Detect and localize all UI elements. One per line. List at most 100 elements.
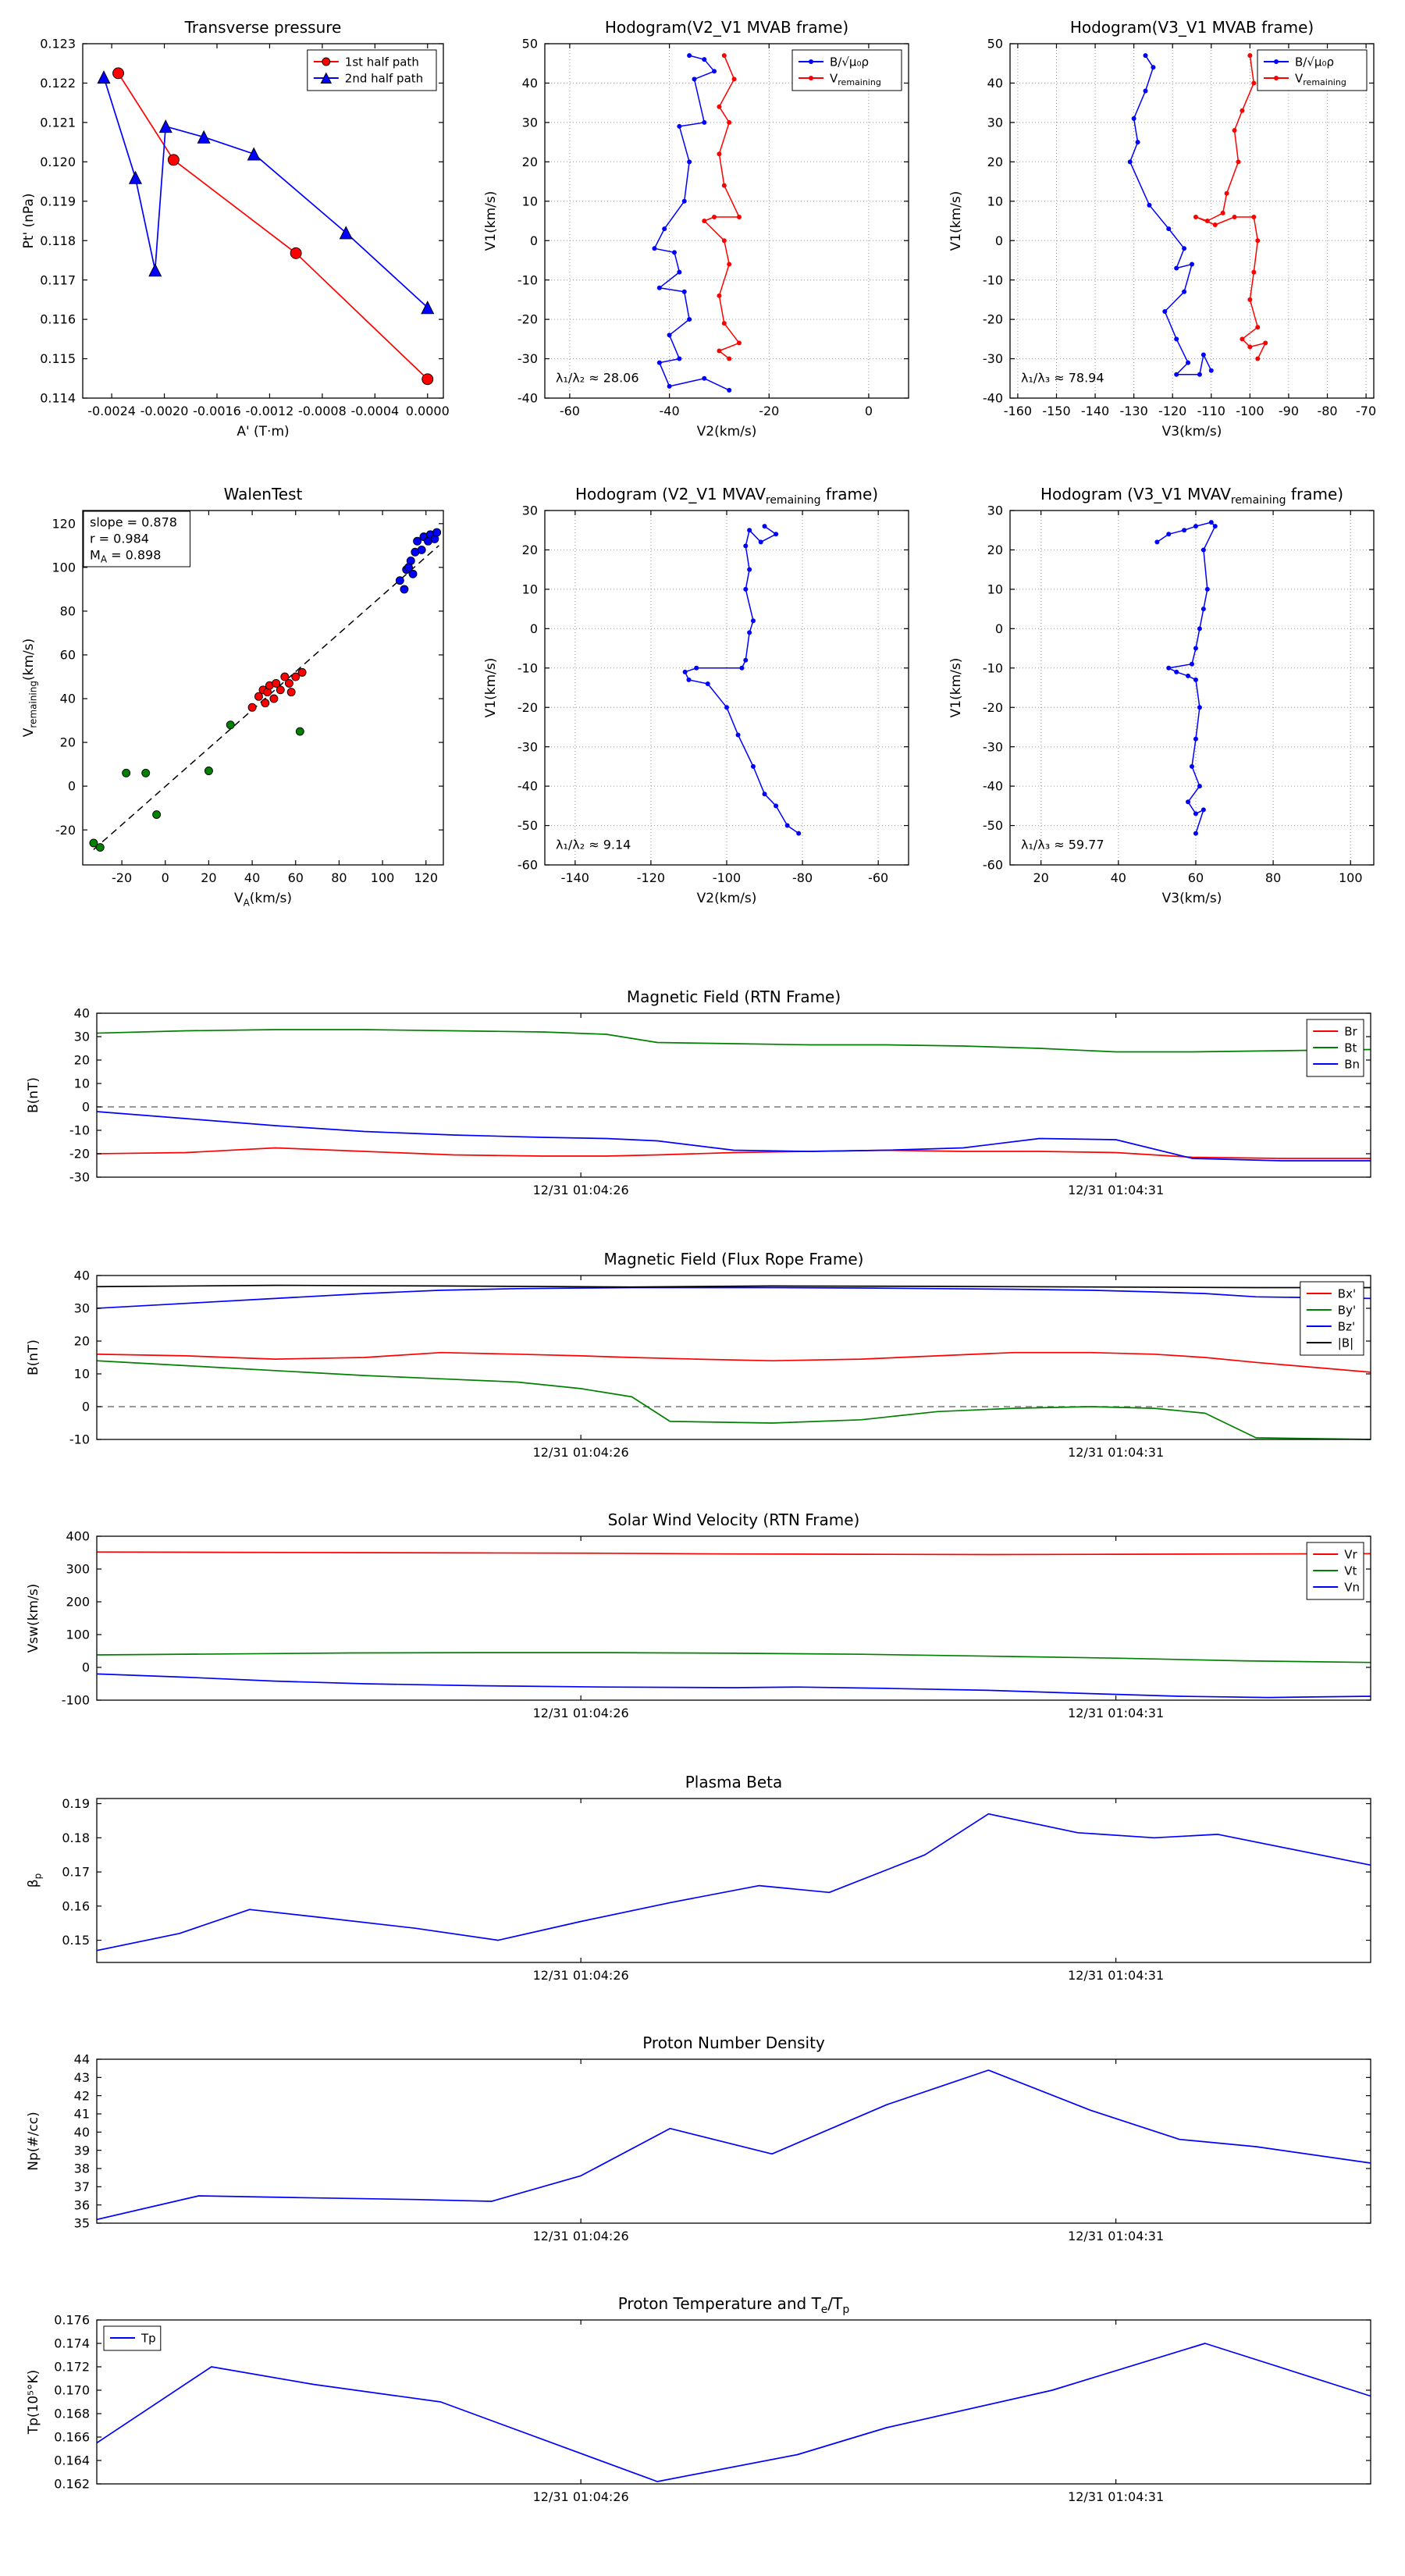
svg-text:-40: -40 (518, 391, 538, 406)
svg-text:V3(km/s): V3(km/s) (1162, 424, 1222, 439)
svg-text:120: 120 (52, 516, 76, 531)
svg-text:-30: -30 (518, 739, 538, 754)
svg-text:B(nT): B(nT) (26, 1340, 41, 1375)
svg-text:By': By' (1338, 1303, 1356, 1317)
svg-text:12/31 01:04:31: 12/31 01:04:31 (1068, 2489, 1164, 2504)
svg-text:30: 30 (522, 115, 538, 130)
svg-text:-130: -130 (1119, 404, 1147, 418)
svg-text:V1(km/s): V1(km/s) (483, 658, 499, 718)
svg-text:Hodogram (V3_V1 MVAVremaining: Hodogram (V3_V1 MVAVremaining frame) (1040, 485, 1343, 507)
svg-text:12/31 01:04:31: 12/31 01:04:31 (1068, 1445, 1164, 1460)
svg-text:V2(km/s): V2(km/s) (697, 891, 757, 906)
svg-text:-20: -20 (55, 823, 76, 838)
chart-hodogram-v3v1-mvab: -160 -150 -140 -130 -120 -110 -100 -90 -80 -70 -40… (944, 11, 1386, 448)
svg-text:10: 10 (74, 1076, 90, 1091)
svg-text:-20: -20 (759, 404, 779, 418)
svg-text:Bn: Bn (1344, 1057, 1360, 1071)
svg-text:-40: -40 (983, 779, 1003, 794)
svg-text:40: 40 (74, 1006, 90, 1021)
svg-text:A' (T·m): A' (T·m) (237, 424, 289, 439)
svg-text:-60: -60 (868, 870, 888, 885)
svg-text:Proton Temperature and Te/Tp: Proton Temperature and Te/Tp (618, 2294, 850, 2316)
chart-proton-temperature: 12/31 01:04:26 12/31 01:04:31 0.162 0.164 0.… (22, 2289, 1383, 2520)
svg-text:100: 100 (371, 870, 395, 885)
svg-text:12/31 01:04:26: 12/31 01:04:26 (533, 1706, 629, 1720)
svg-text:slope = 0.878: slope = 0.878 (90, 515, 177, 530)
svg-text:V1(km/s): V1(km/s) (948, 658, 964, 718)
svg-text:0.168: 0.168 (54, 2407, 90, 2421)
svg-text:40: 40 (74, 1268, 90, 1283)
svg-text:20: 20 (987, 543, 1003, 557)
svg-text:B(nT): B(nT) (26, 1077, 41, 1113)
svg-text:0.15: 0.15 (62, 1933, 90, 1948)
svg-text:-40: -40 (660, 404, 680, 418)
svg-text:-150: -150 (1042, 404, 1070, 418)
svg-text:20: 20 (60, 735, 76, 750)
svg-text:λ₁/λ₂ ≈ 9.14: λ₁/λ₂ ≈ 9.14 (556, 838, 631, 852)
svg-text:40: 40 (74, 2125, 90, 2140)
chart-solar-wind-velocity: 12/31 01:04:26 12/31 01:04:31 -100 0 100 200 3… (22, 1505, 1383, 1736)
svg-text:-110: -110 (1197, 404, 1225, 418)
svg-text:0.18: 0.18 (62, 1831, 90, 1845)
svg-text:0.123: 0.123 (40, 37, 76, 52)
svg-text:40: 40 (522, 76, 538, 91)
svg-text:0: 0 (865, 404, 873, 418)
svg-text:100: 100 (52, 560, 76, 575)
svg-text:Br: Br (1344, 1024, 1357, 1038)
svg-text:200: 200 (66, 1595, 90, 1610)
svg-text:-60: -60 (518, 858, 538, 873)
svg-text:r = 0.984: r = 0.984 (90, 532, 149, 546)
svg-text:0: 0 (162, 870, 169, 885)
svg-text:44: 44 (74, 2052, 90, 2067)
svg-text:0: 0 (82, 1400, 90, 1414)
svg-text:Hodogram (V2_V1 MVAVremaining: Hodogram (V2_V1 MVAVremaining frame) (575, 485, 878, 507)
svg-text:35: 35 (74, 2216, 90, 2231)
svg-text:-30: -30 (69, 1170, 90, 1185)
svg-text:-100: -100 (713, 870, 741, 885)
svg-text:Vn: Vn (1344, 1580, 1360, 1594)
svg-text:0: 0 (995, 233, 1003, 248)
svg-text:Vremaining: Vremaining (830, 71, 881, 87)
svg-text:-10: -10 (69, 1123, 90, 1138)
svg-text:-20: -20 (69, 1147, 90, 1162)
chart-plasma-beta: 12/31 01:04:26 12/31 01:04:31 0.15 0.16 0.17… (22, 1767, 1383, 1998)
chart-hodogram-v3v1-mvav-remaining: 20 40 60 80 100 -60 -50 -40 -30 -20 -10 0 10 20 30 Hodo… (944, 478, 1386, 915)
svg-text:0.16: 0.16 (62, 1898, 90, 1913)
svg-text:-0.0016: -0.0016 (193, 404, 241, 418)
svg-text:-70: -70 (1356, 404, 1376, 418)
svg-text:0.164: 0.164 (54, 2453, 90, 2468)
svg-text:-120: -120 (1158, 404, 1186, 418)
svg-text:λ₁/λ₃ ≈ 59.77: λ₁/λ₃ ≈ 59.77 (1021, 838, 1104, 852)
svg-text:41: 41 (74, 2107, 90, 2122)
svg-text:0.117: 0.117 (40, 272, 76, 287)
svg-text:0.121: 0.121 (40, 115, 76, 130)
chart-hodogram-v2v1-mvab: -60 -40 -20 0 -40 -30 -20 -10 0 10 20 30 40 50 Hodogra… (479, 11, 921, 448)
svg-text:38: 38 (74, 2161, 90, 2176)
svg-text:Transverse pressure: Transverse pressure (184, 18, 342, 37)
svg-text:20: 20 (74, 1334, 90, 1349)
svg-text:MA = 0.898: MA = 0.898 (90, 548, 161, 565)
svg-text:0.174: 0.174 (54, 2336, 90, 2351)
svg-text:V1(km/s): V1(km/s) (948, 191, 964, 251)
svg-text:0.120: 0.120 (40, 155, 76, 169)
svg-text:12/31 01:04:26: 12/31 01:04:26 (533, 2489, 629, 2504)
svg-text:Tp: Tp (140, 2331, 156, 2345)
svg-text:|B|: |B| (1338, 1336, 1353, 1350)
chart-hodogram-v2v1-mvav-remaining: -140 -120 -100 -80 -60 -60 -50 -40 -30 -20 -10 0 10 2… (479, 478, 921, 915)
svg-text:0.115: 0.115 (40, 351, 76, 366)
chart-magnetic-field-flux-rope: 12/31 01:04:26 12/31 01:04:31 -10 0 10 20 30 40… (22, 1244, 1383, 1475)
svg-text:100: 100 (66, 1628, 90, 1642)
svg-text:V2(km/s): V2(km/s) (697, 424, 757, 439)
svg-text:Plasma Beta: Plasma Beta (685, 1773, 783, 1791)
svg-text:0.172: 0.172 (54, 2360, 90, 2375)
svg-text:0: 0 (68, 779, 76, 794)
svg-text:-90: -90 (1279, 404, 1299, 418)
svg-text:-30: -30 (518, 351, 538, 366)
svg-text:10: 10 (522, 582, 538, 596)
svg-text:0.119: 0.119 (40, 194, 76, 208)
svg-text:-0.0024: -0.0024 (87, 404, 136, 418)
svg-text:100: 100 (1339, 870, 1363, 885)
svg-text:0: 0 (995, 621, 1003, 636)
svg-text:50: 50 (522, 37, 538, 52)
